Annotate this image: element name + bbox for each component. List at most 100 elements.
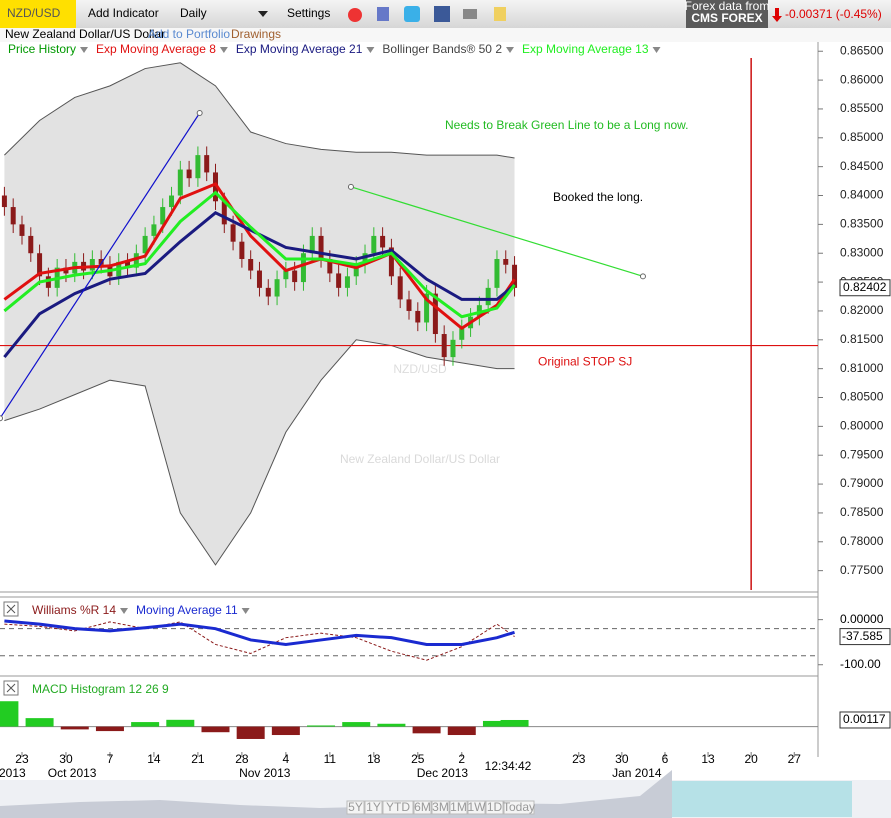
camera-icon[interactable] (463, 9, 477, 19)
x-tick-label: 4 (283, 752, 290, 766)
y-tick-label: 0.84500 (840, 159, 884, 173)
trendline-handle[interactable] (196, 109, 203, 116)
add-portfolio[interactable]: Add to Portfolio (148, 27, 230, 41)
settings[interactable]: Settings (287, 6, 330, 20)
legend-arrow[interactable] (652, 47, 661, 53)
legend-entry[interactable]: Bollinger Bands® 50 2 (382, 42, 502, 56)
symbol-box[interactable] (0, 0, 76, 28)
range-button[interactable] (485, 800, 504, 815)
range-label[interactable]: 1Y (366, 800, 381, 814)
histogram-bar (131, 722, 160, 727)
candle-body (318, 235, 324, 259)
range-label[interactable]: 1W (468, 800, 487, 814)
range-button[interactable] (467, 800, 486, 815)
candle-body (485, 287, 491, 306)
add-indicator[interactable]: Add Indicator (88, 6, 159, 20)
close-x[interactable] (6, 683, 16, 693)
legend-entry[interactable]: Price History (8, 42, 76, 56)
range-label[interactable]: 3M (432, 800, 449, 814)
range-label[interactable]: 5Y (348, 800, 363, 814)
range-button[interactable] (413, 800, 432, 815)
layers-icon[interactable] (377, 7, 389, 21)
y-tick-label: 0.85000 (840, 130, 884, 144)
range-label[interactable]: YTD (386, 800, 410, 814)
candle-body (125, 261, 131, 268)
range-button[interactable] (503, 800, 535, 815)
candle-body (292, 270, 298, 283)
candle-body (265, 287, 271, 297)
candle-body (142, 235, 148, 254)
candle-body (98, 258, 104, 265)
note-icon[interactable] (494, 7, 506, 21)
candle-body (494, 258, 500, 288)
range-label[interactable]: 1D (487, 800, 503, 814)
provider: CMS FOREX (691, 11, 762, 25)
legend-entry[interactable]: Exp Moving Average 21 (236, 42, 363, 56)
y-tick-label: 0.79500 (840, 447, 884, 461)
instrument-name: New Zealand Dollar/US Dollar (5, 27, 165, 41)
legend-arrow[interactable] (366, 47, 375, 53)
candle-body (371, 235, 377, 254)
range-button[interactable] (431, 800, 450, 815)
candle-body (362, 253, 368, 265)
candle-body (300, 253, 306, 283)
histogram-bar (342, 722, 371, 727)
trendline-handle[interactable] (347, 183, 354, 190)
navigator-window[interactable] (672, 781, 852, 817)
candle-body (37, 253, 43, 277)
histogram-bar (500, 719, 529, 727)
alarm-icon[interactable] (348, 8, 362, 22)
candle-body (283, 270, 289, 280)
watermark-symbol: NZD/USD (393, 362, 447, 376)
legend-entry[interactable]: Williams %R 14 (32, 603, 116, 617)
symbol[interactable]: NZD/USD (7, 6, 61, 20)
close-x[interactable] (6, 604, 16, 614)
candle-body (309, 235, 315, 254)
range-button[interactable] (364, 800, 383, 815)
y-tick-label: -100.00 (840, 657, 881, 671)
x-tick-label: 30 (59, 752, 73, 766)
candle-body (336, 273, 342, 288)
y-tick-label: 0.84000 (840, 188, 884, 202)
legend-entry[interactable]: MACD Histogram 12 26 9 (32, 682, 169, 696)
x-tick-label: 27 (788, 752, 802, 766)
range-label[interactable]: Today (503, 800, 535, 814)
legend-arrow[interactable] (120, 608, 129, 614)
dropdown-arrow[interactable] (258, 11, 268, 17)
trendline-handle[interactable] (0, 415, 3, 422)
legend-arrow[interactable] (80, 47, 89, 53)
candle-body (388, 247, 394, 277)
legend-entry[interactable]: Exp Moving Average 8 (96, 42, 216, 56)
candle-body (512, 264, 518, 288)
annotation: Needs to Break Green Line to be a Long n… (445, 118, 689, 132)
candle-body (10, 207, 16, 225)
histogram-bar (236, 726, 265, 739)
range-label[interactable]: 6M (414, 800, 431, 814)
range-label[interactable]: 1M (450, 800, 467, 814)
annotation: Booked the long. (553, 190, 643, 204)
candle-body (432, 293, 438, 335)
x-month-label: Oct 2013 (48, 766, 97, 780)
subbar (0, 28, 891, 42)
legend-arrow[interactable] (506, 47, 514, 53)
candle-body (45, 276, 51, 288)
stop-label: Original STOP SJ (538, 355, 632, 369)
legend-entry[interactable]: Exp Moving Average 13 (522, 42, 649, 56)
bollinger-upper (4, 62, 515, 159)
interval[interactable]: Daily (180, 6, 207, 20)
change: -0.00371 (-0.45%) (785, 7, 882, 21)
range-button[interactable] (346, 800, 365, 815)
range-button[interactable] (449, 800, 468, 815)
candle-body (415, 310, 421, 323)
x-tick-label: 7 (107, 752, 114, 766)
twitter-icon[interactable] (404, 6, 420, 22)
range-button[interactable] (382, 800, 414, 815)
legend-entry[interactable]: Moving Average 11 (136, 603, 238, 617)
legend-arrow[interactable] (241, 608, 250, 614)
drawings[interactable]: Drawings (231, 27, 281, 41)
trendline-handle[interactable] (639, 273, 646, 280)
facebook-icon[interactable] (434, 6, 450, 22)
legend-arrow[interactable] (219, 47, 228, 53)
y-tick-label: 0.81000 (840, 361, 884, 375)
x-tick-label: 21 (191, 752, 205, 766)
